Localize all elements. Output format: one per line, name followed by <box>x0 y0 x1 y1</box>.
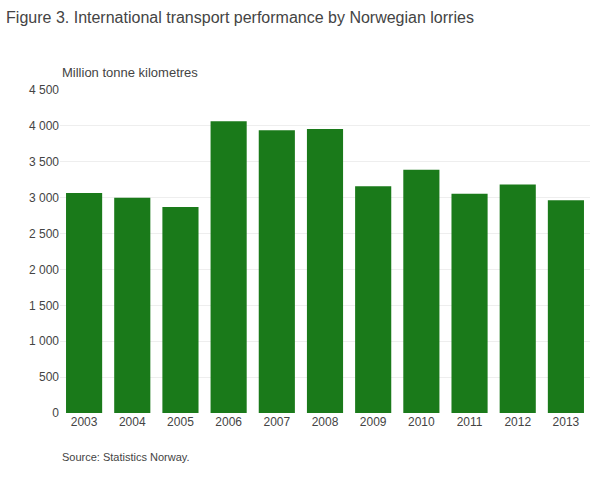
svg-text:2011: 2011 <box>457 415 483 429</box>
svg-text:2010: 2010 <box>408 415 435 429</box>
svg-text:2 500: 2 500 <box>29 227 59 241</box>
svg-text:2008: 2008 <box>312 415 339 429</box>
svg-text:4 500: 4 500 <box>29 83 59 97</box>
svg-text:2004: 2004 <box>119 415 146 429</box>
svg-text:2012: 2012 <box>504 415 531 429</box>
svg-text:2009: 2009 <box>360 415 387 429</box>
svg-text:1 000: 1 000 <box>29 334 59 348</box>
svg-text:2007: 2007 <box>263 415 290 429</box>
svg-text:4 000: 4 000 <box>29 119 59 133</box>
svg-text:2013: 2013 <box>553 415 580 429</box>
svg-text:2003: 2003 <box>71 415 98 429</box>
svg-text:3 000: 3 000 <box>29 191 59 205</box>
svg-text:500: 500 <box>39 370 59 384</box>
svg-text:2005: 2005 <box>167 415 194 429</box>
svg-text:2006: 2006 <box>215 415 242 429</box>
svg-text:2 000: 2 000 <box>29 263 59 277</box>
svg-text:Source: Statistics Norway.: Source: Statistics Norway. <box>62 451 190 463</box>
svg-text:0: 0 <box>52 406 59 420</box>
svg-text:Figure 3. International transp: Figure 3. International transport perfor… <box>6 9 474 26</box>
svg-text:Million tonne kilometres: Million tonne kilometres <box>62 65 198 80</box>
svg-text:1 500: 1 500 <box>29 299 59 313</box>
svg-text:3 500: 3 500 <box>29 155 59 169</box>
